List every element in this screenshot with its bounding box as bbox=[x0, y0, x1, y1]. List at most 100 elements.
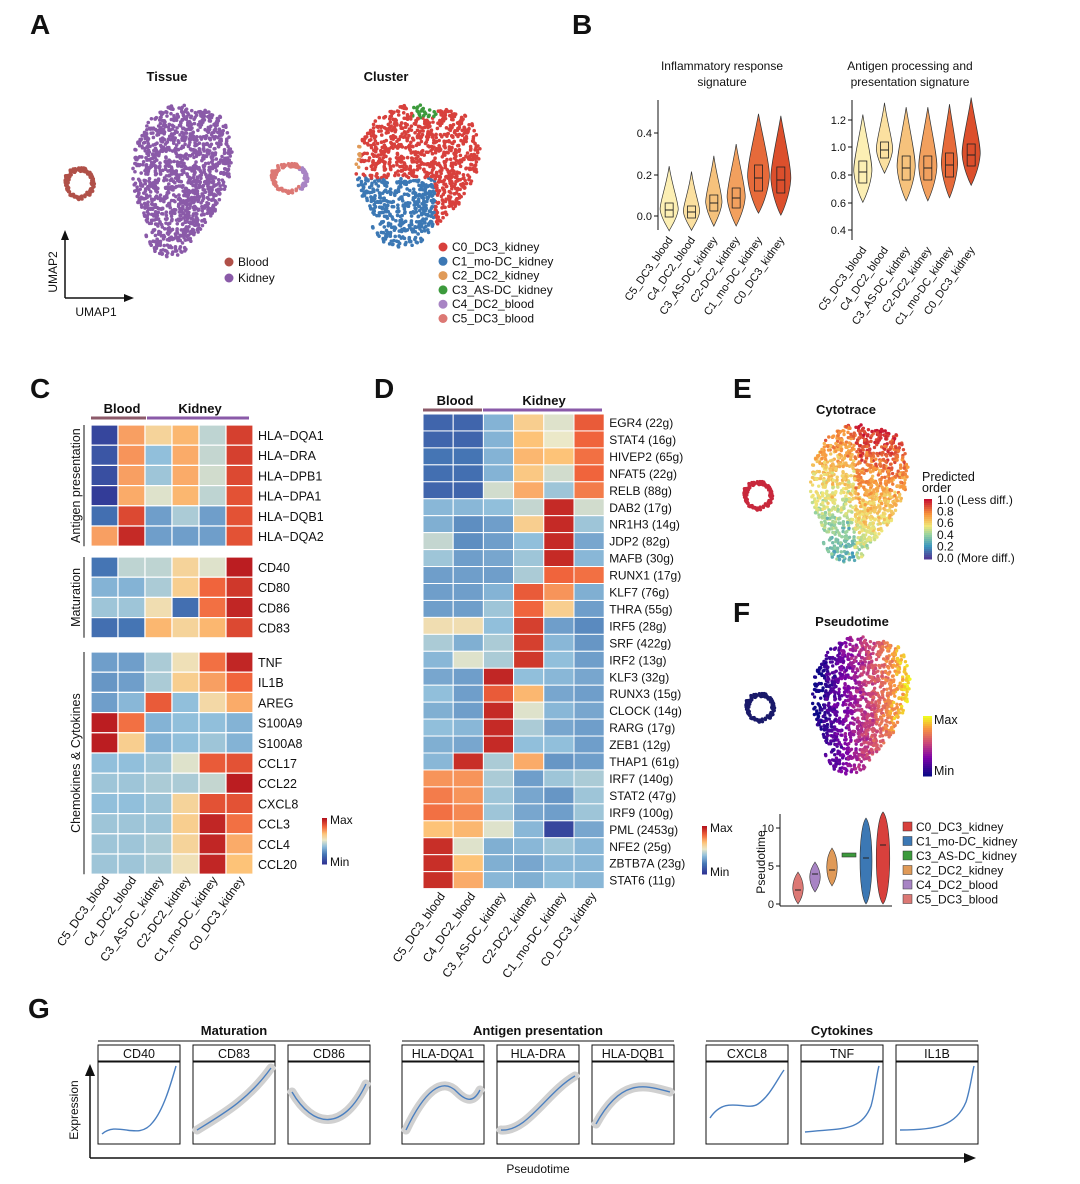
umap-point bbox=[903, 466, 906, 469]
umap-point bbox=[863, 525, 866, 528]
umap-point bbox=[431, 135, 435, 139]
umap-point bbox=[207, 197, 211, 201]
umap-point bbox=[393, 228, 397, 232]
umap-point bbox=[206, 187, 210, 191]
umap-point bbox=[873, 531, 876, 534]
umap-point bbox=[901, 456, 904, 459]
umap-point bbox=[452, 172, 456, 176]
heatmap-c-cell bbox=[199, 854, 226, 874]
umap-point bbox=[396, 210, 400, 214]
umap-point bbox=[766, 503, 769, 506]
umap-point bbox=[136, 141, 140, 145]
umap-point bbox=[747, 504, 750, 507]
heatmap-c-cell bbox=[172, 793, 199, 813]
heatmap-d-cell bbox=[423, 838, 453, 855]
umap-point bbox=[388, 160, 392, 164]
heatmap-c-cell bbox=[172, 486, 199, 506]
umap-point bbox=[185, 187, 189, 191]
heatmap-d-cell bbox=[483, 821, 513, 838]
umap-point bbox=[471, 155, 475, 159]
umap-point bbox=[853, 463, 856, 466]
heatmap-d-kidney-label: Kidney bbox=[522, 393, 566, 408]
umap-point bbox=[424, 225, 428, 229]
heatmap-c-cell bbox=[226, 854, 253, 874]
heatmap-c-cell bbox=[145, 854, 172, 874]
umap-point bbox=[400, 169, 404, 173]
umap-point bbox=[849, 433, 852, 436]
umap-point bbox=[830, 552, 833, 555]
umap-point bbox=[177, 179, 181, 183]
umap-point bbox=[412, 211, 416, 215]
heatmap-d-cell bbox=[423, 651, 453, 668]
umap-point bbox=[178, 247, 182, 251]
umap-point bbox=[747, 487, 750, 490]
umap-point bbox=[842, 520, 845, 523]
heatmap-d-cell bbox=[574, 821, 604, 838]
heatmap-c-cell bbox=[91, 445, 118, 465]
umap-point bbox=[203, 180, 207, 184]
umap-point bbox=[421, 181, 425, 185]
umap-point bbox=[420, 213, 424, 217]
umap-point bbox=[818, 470, 821, 473]
umap-point bbox=[372, 199, 376, 203]
umap-point bbox=[180, 165, 184, 169]
umap-point bbox=[377, 184, 381, 188]
umap-point bbox=[890, 510, 893, 513]
umap-point bbox=[423, 200, 427, 204]
umap-point bbox=[902, 448, 905, 451]
umap-point bbox=[447, 110, 451, 114]
umap-point bbox=[770, 490, 773, 493]
umap-point bbox=[423, 119, 427, 123]
umap-point bbox=[370, 190, 374, 194]
umap-point bbox=[226, 131, 230, 135]
umap-point bbox=[433, 156, 437, 160]
umap-point bbox=[432, 216, 436, 220]
heatmap-c-cell bbox=[226, 773, 253, 793]
umap-point bbox=[844, 487, 847, 490]
umap-point bbox=[830, 527, 833, 530]
umap-point bbox=[880, 492, 883, 495]
umap-point bbox=[439, 111, 443, 115]
heatmap-d-cell bbox=[514, 770, 544, 787]
umap-point bbox=[172, 160, 176, 164]
umap-point bbox=[358, 154, 362, 158]
heatmap-c-cell bbox=[91, 465, 118, 485]
heatmap-d-cell bbox=[544, 855, 574, 872]
umap-point bbox=[877, 528, 880, 531]
umap-point bbox=[161, 252, 165, 256]
violin-tick-label: 0.8 bbox=[831, 170, 846, 182]
heatmap-d-gene-label: RUNX1 (17g) bbox=[609, 569, 681, 583]
umap-point bbox=[862, 433, 865, 436]
umap-point bbox=[185, 211, 189, 215]
heatmap-c-cell bbox=[172, 854, 199, 874]
umap-point bbox=[192, 138, 196, 142]
heatmap-c-gene-label: CCL4 bbox=[258, 838, 290, 852]
umap-point bbox=[878, 462, 881, 465]
umap-point bbox=[161, 225, 165, 229]
heatmap-d-cell bbox=[574, 634, 604, 651]
umap-point bbox=[160, 212, 164, 216]
umap-point bbox=[65, 177, 69, 181]
umap-point bbox=[411, 136, 415, 140]
heatmap-d-cell bbox=[423, 821, 453, 838]
umap-point bbox=[874, 457, 877, 460]
umap-point bbox=[870, 532, 873, 535]
umap-point bbox=[169, 138, 173, 142]
umap-point bbox=[172, 114, 176, 118]
umap-point bbox=[863, 517, 866, 520]
umap-point bbox=[393, 125, 397, 129]
heatmap-c-gene-label: CD80 bbox=[258, 581, 290, 595]
heatmap-d-cell bbox=[514, 431, 544, 448]
umap-point bbox=[861, 427, 864, 430]
umap-point bbox=[220, 155, 224, 159]
umap-point bbox=[171, 127, 175, 131]
umap-point bbox=[133, 148, 137, 152]
umap-point bbox=[831, 486, 834, 489]
heatmap-c-gene-label: HLA−DQB1 bbox=[258, 510, 324, 524]
umap-point bbox=[149, 127, 153, 131]
umap-point bbox=[825, 473, 828, 476]
umap-point bbox=[891, 482, 894, 485]
tissue-legend-label: Kidney bbox=[238, 271, 275, 285]
umap-point bbox=[885, 454, 888, 457]
